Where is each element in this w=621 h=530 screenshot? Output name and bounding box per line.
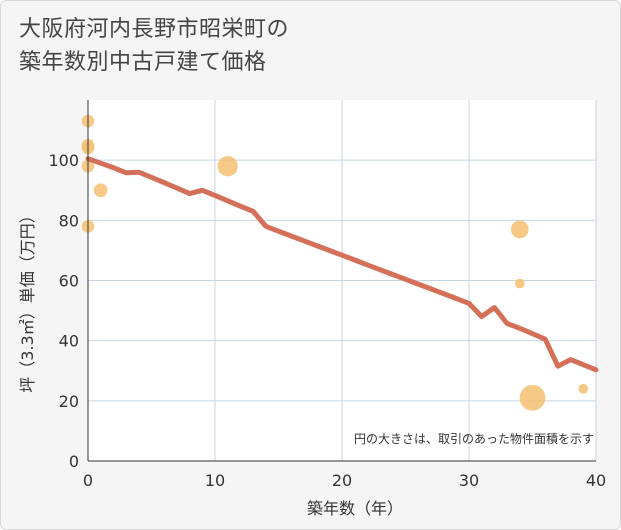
chart-title: 大阪府河内長野市昭栄町の 築年数別中古戸建て価格 bbox=[19, 13, 289, 79]
chart-title-line-1: 大阪府河内長野市昭栄町の bbox=[19, 17, 290, 42]
y-tick-label: 20 bbox=[59, 392, 79, 411]
x-tick-label: 10 bbox=[205, 471, 225, 490]
grid bbox=[87, 100, 597, 462]
trend-line-group bbox=[85, 156, 599, 373]
x-tick-label: 40 bbox=[586, 471, 606, 490]
x-tick-label: 20 bbox=[332, 471, 352, 490]
y-axis-title: 坪（3.3㎡）単価（万円） bbox=[18, 207, 37, 392]
y-tick-label: 40 bbox=[59, 332, 79, 351]
x-axis-title: 築年数（年） bbox=[307, 499, 403, 518]
chart-title-line-2: 築年数別中古戸建て価格 bbox=[19, 50, 267, 75]
y-tick-label: 60 bbox=[59, 272, 79, 291]
x-tick-label: 30 bbox=[459, 471, 479, 490]
x-tick-label: 0 bbox=[83, 471, 93, 490]
scatter-point bbox=[217, 156, 238, 177]
y-tick-label: 100 bbox=[48, 151, 79, 170]
scatter-point bbox=[514, 278, 525, 289]
scatter-point bbox=[510, 220, 529, 239]
size-note: 円の大きさは、取引のあった物件面積を示す bbox=[354, 431, 594, 446]
trend-line bbox=[85, 156, 599, 373]
scatter-point bbox=[578, 383, 589, 394]
y-tick-label: 0 bbox=[69, 452, 79, 471]
y-tick-label: 80 bbox=[59, 211, 79, 230]
scatter-point bbox=[93, 183, 108, 198]
axes: 0 10 20 30 40 0 20 40 60 80 100 bbox=[48, 100, 606, 490]
scatter-point bbox=[519, 384, 546, 411]
